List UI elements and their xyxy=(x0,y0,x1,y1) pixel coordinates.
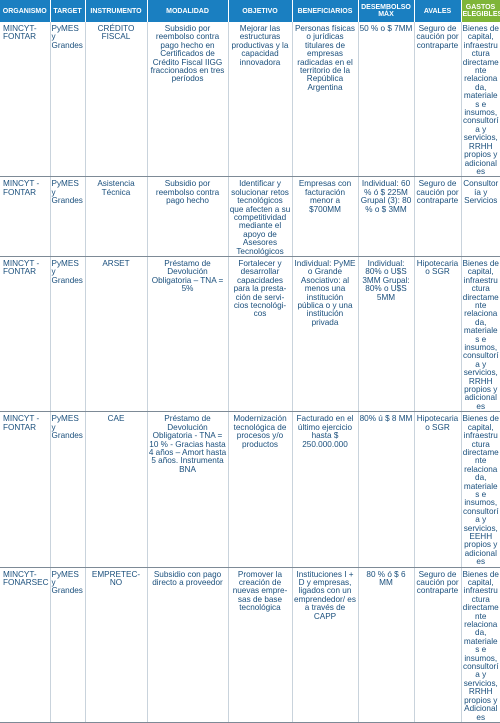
cell-objetivo: Promover la creación de nuevas empre- sa… xyxy=(228,567,293,723)
cell-instrumento: EMPRETEC- NO xyxy=(85,567,148,723)
table-row: MINCYT - FONTAR PyMES y Grandes ARSET Pr… xyxy=(0,256,500,413)
cell-avales: Seguro de caución por contraparte xyxy=(414,567,462,723)
cell-organismo: MINCYT - FONTAR xyxy=(0,411,51,568)
cell-objetivo: Modernización tecnológica de procesos y/… xyxy=(228,411,293,568)
header-objetivo: OBJETIVO xyxy=(228,0,293,22)
cell-organismo: MINCYT- FONARSEC xyxy=(0,567,51,723)
header-modalidad: MODALIDAD xyxy=(147,0,229,22)
table-header: ORGANISMO TARGET INSTRUMENTO MODALIDAD O… xyxy=(0,0,500,22)
cell-beneficiarios: Individual: PyME o Grande Asociativo: al… xyxy=(292,256,359,413)
cell-beneficiarios: Instituciones I + D y empresas, ligados … xyxy=(292,567,359,723)
cell-modalidad: Subsidio por reembolso contra pago hecho… xyxy=(147,22,229,178)
header-beneficiarios: BENEFICIARIOS xyxy=(292,0,359,22)
cell-objetivo: Mejorar las estructuras productivas y la… xyxy=(228,22,293,178)
cell-avales: Hipotecaria o SGR xyxy=(414,256,462,413)
cell-gastos: Bienes de capital, infraestructura direc… xyxy=(461,256,500,413)
cell-desembolso: 80% ú $ 8 MM xyxy=(358,411,415,568)
cell-target: PyMES y Grandes xyxy=(50,22,86,178)
cell-instrumento: CAE xyxy=(85,411,148,568)
cell-modalidad: Préstamo de Devolución Obligatoria - TNA… xyxy=(147,411,229,568)
cell-desembolso: Individual: 60 % ó $ 225M Grupal (3): 80… xyxy=(358,176,415,257)
cell-avales: Seguro de caución por contraparte xyxy=(414,176,462,257)
header-row: ORGANISMO TARGET INSTRUMENTO MODALIDAD O… xyxy=(0,0,500,22)
cell-organismo: MINCYT - FONTAR xyxy=(0,256,51,413)
cell-objetivo: Identificar y solucionar retos tecnológi… xyxy=(228,176,293,257)
cell-target: PyMES y Grandes xyxy=(50,411,86,568)
cell-desembolso: 80 % ó $ 6 MM xyxy=(358,567,415,723)
cell-instrumento: CRÉDITO FISCAL xyxy=(85,22,148,178)
cell-beneficiarios: Facturado en el último ejercicio hasta $… xyxy=(292,411,359,568)
header-instrumento: INSTRUMENTO xyxy=(85,0,148,22)
table-row: MINCYT - FONTAR PyMES y Grandes Asistenc… xyxy=(0,176,500,257)
cell-desembolso: 50 % o $ 7MM xyxy=(358,22,415,178)
cell-modalidad: Préstamo de Devolución Obligatoria – TNA… xyxy=(147,256,229,413)
header-gastos-elegibles: GASTOS ELEGIBLES xyxy=(461,0,500,22)
cell-gastos: Bienes de capital, infraestructura direc… xyxy=(461,567,500,723)
cell-target: PyMES y Grandes xyxy=(50,567,86,723)
header-target: TARGET xyxy=(50,0,86,22)
cell-beneficiarios: Personas físicas o jurídicas titulares d… xyxy=(292,22,359,178)
cell-modalidad: Subsidio por reembolso contra pago hecho xyxy=(147,176,229,257)
cell-target: PyMES y Grandes xyxy=(50,176,86,257)
cell-gastos: Bienes de capital, infraestructura direc… xyxy=(461,411,500,568)
cell-objetivo: Fortalecer y desarrollar capacidades par… xyxy=(228,256,293,413)
cell-target: PyMES y Grandes xyxy=(50,256,86,413)
cell-modalidad: Subsidio con pago directo a proveedor xyxy=(147,567,229,723)
cell-avales: Hipotecaria o SGR xyxy=(414,411,462,568)
cell-beneficiarios: Empresas con facturación menor a $700MM xyxy=(292,176,359,257)
header-avales: AVALES xyxy=(414,0,462,22)
header-desembolso-max: DESEMBOLSO MÁX xyxy=(358,0,415,22)
cell-gastos: Consultoría y Servicios xyxy=(461,176,500,257)
table-body: MINCYT-FONTAR PyMES y Grandes CRÉDITO FI… xyxy=(0,22,500,723)
cell-instrumento: ARSET xyxy=(85,256,148,413)
header-organismo: ORGANISMO xyxy=(0,0,51,22)
cell-avales: Seguro de caución por contraparte xyxy=(414,22,462,178)
cell-desembolso: Individual: 80% o U$S 3MM Grupal: 80% o … xyxy=(358,256,415,413)
cell-organismo: MINCYT - FONTAR xyxy=(0,176,51,257)
table-row: MINCYT-FONTAR PyMES y Grandes CRÉDITO FI… xyxy=(0,22,500,178)
cell-organismo: MINCYT-FONTAR xyxy=(0,22,51,178)
cell-gastos: Bienes de capital, infraestructura direc… xyxy=(461,22,500,178)
table-row: MINCYT- FONARSEC PyMES y Grandes EMPRETE… xyxy=(0,567,500,723)
table-row: MINCYT - FONTAR PyMES y Grandes CAE Prés… xyxy=(0,411,500,568)
cell-instrumento: Asistencia Técnica xyxy=(85,176,148,257)
